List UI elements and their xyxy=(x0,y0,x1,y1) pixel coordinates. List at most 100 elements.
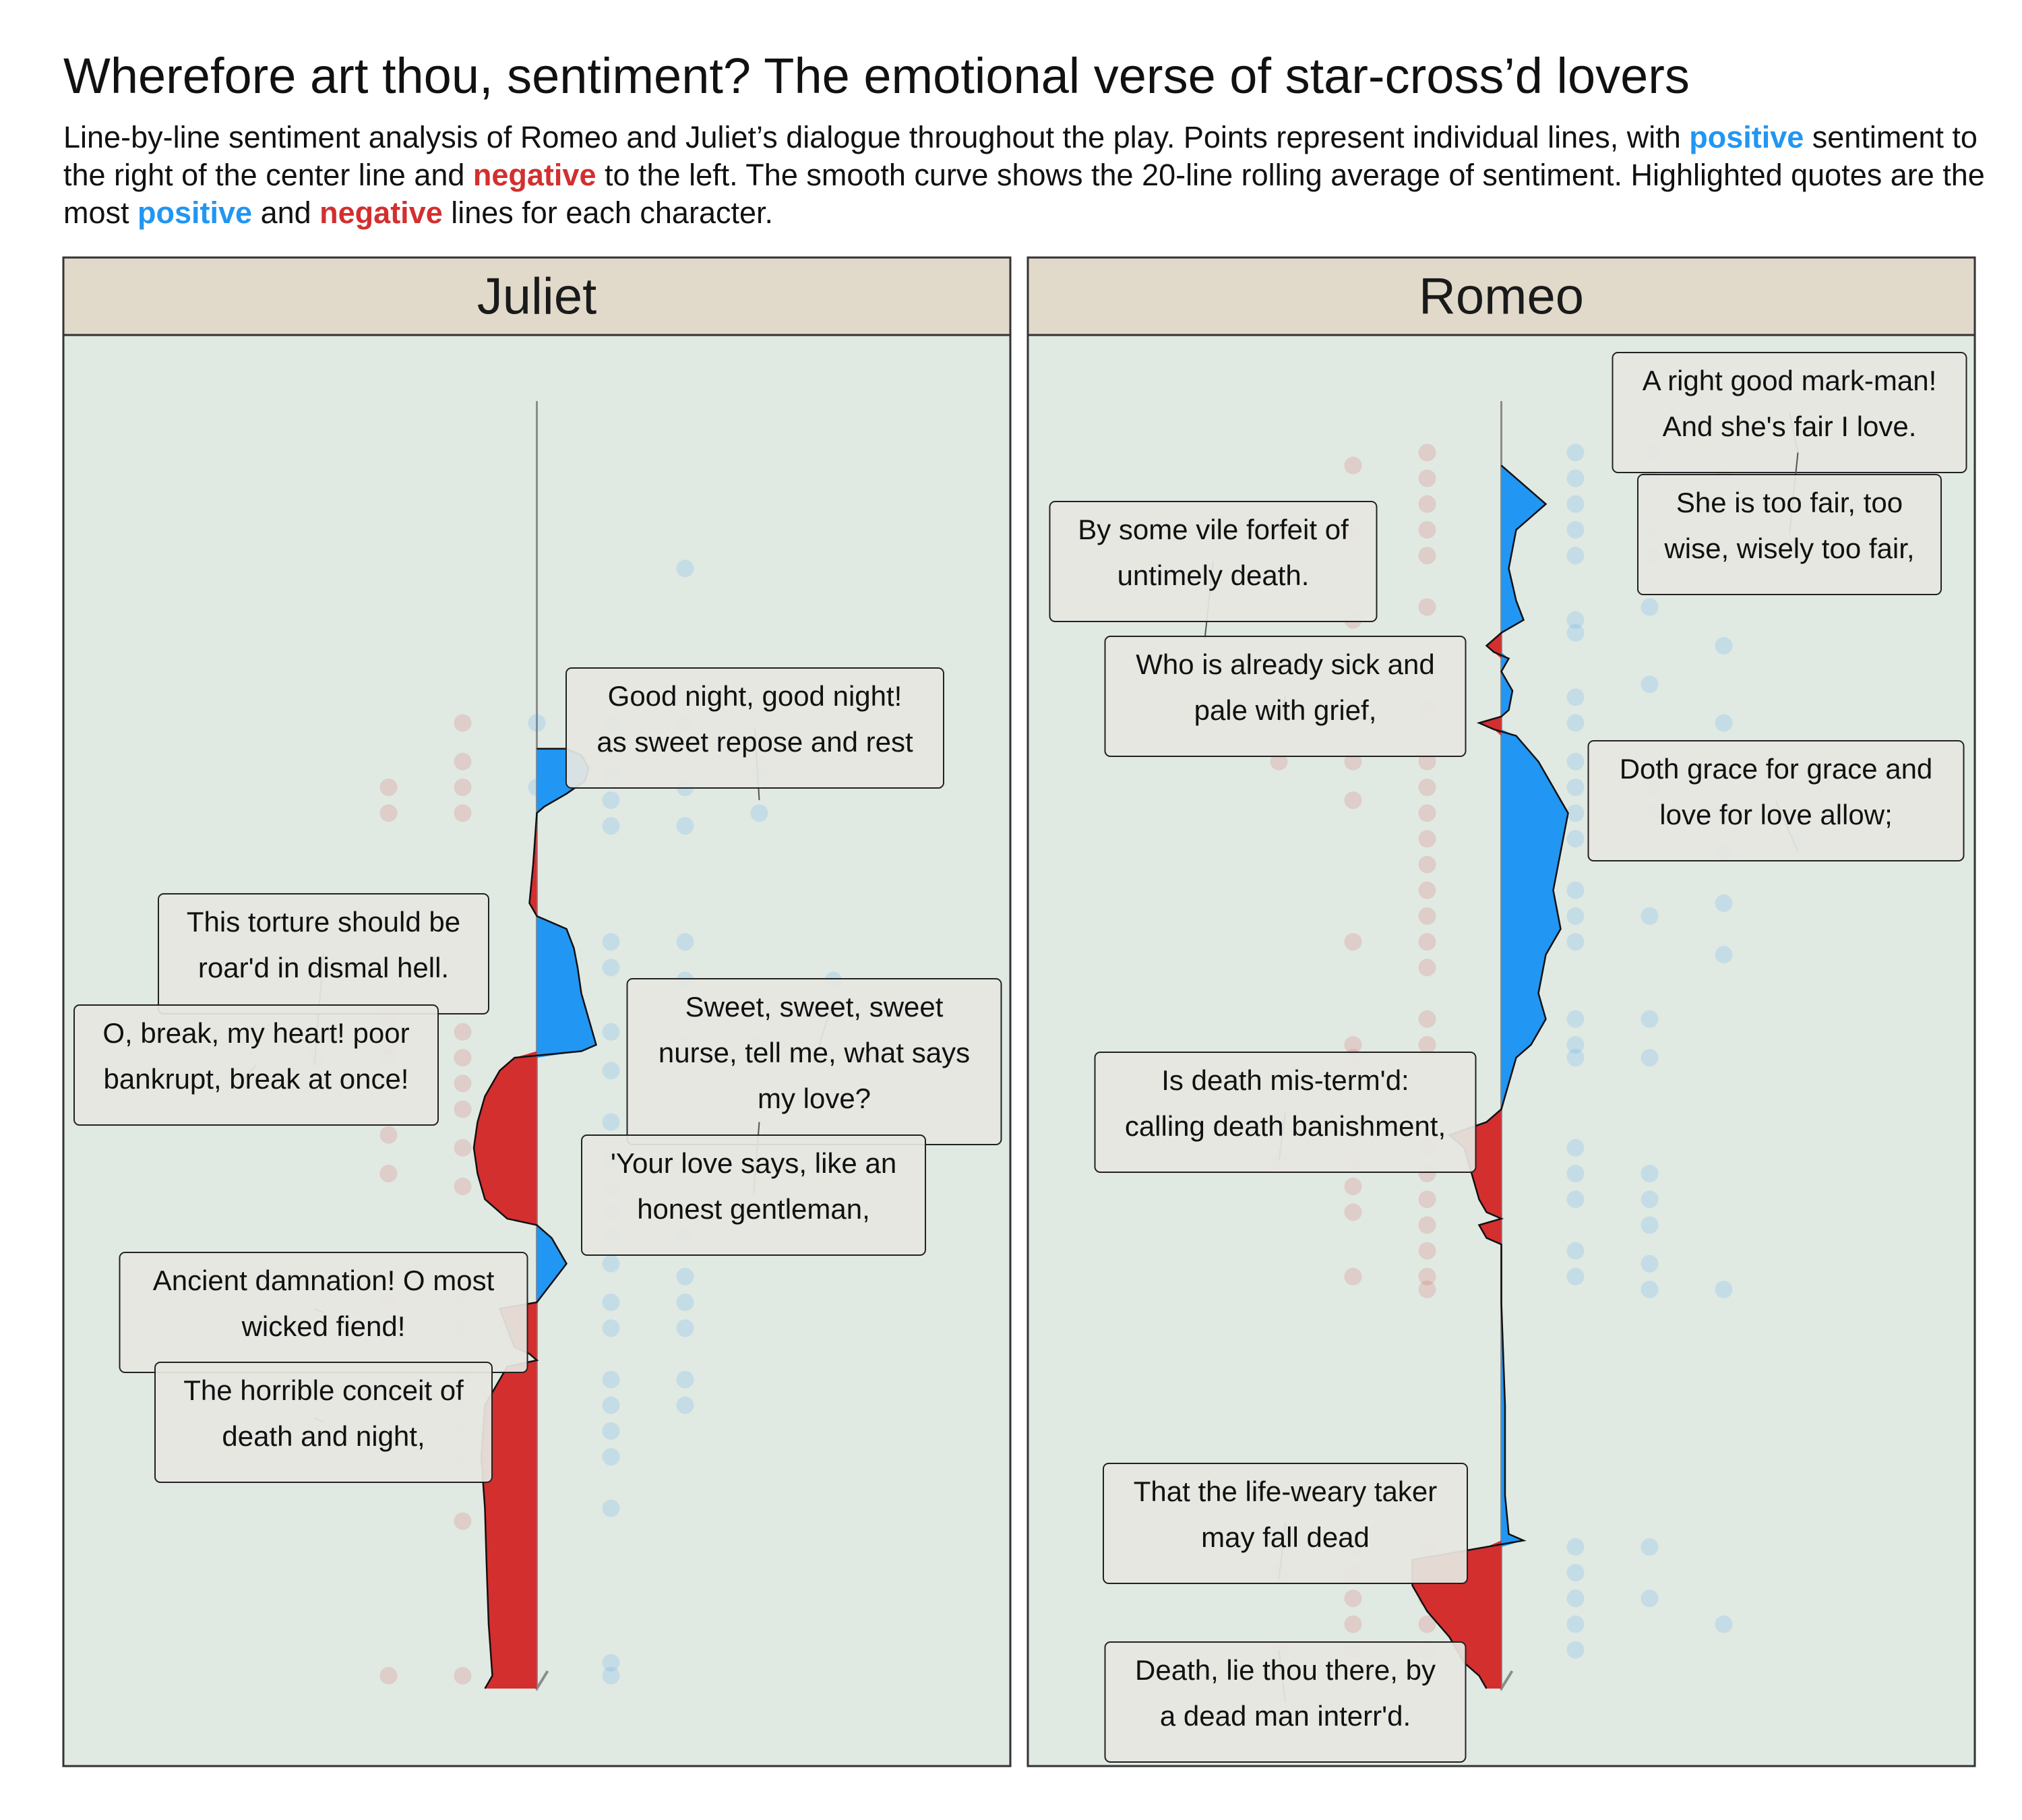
juliet-strip-label: Juliet xyxy=(477,268,596,326)
romeo-line-point xyxy=(1566,469,1585,487)
romeo-line-point xyxy=(1641,1254,1659,1273)
romeo-line-point xyxy=(1715,1615,1733,1633)
juliet-line-point xyxy=(379,804,398,822)
romeo-line-point xyxy=(1418,598,1436,616)
juliet-line-point xyxy=(454,752,472,770)
romeo-line-point xyxy=(1641,1280,1659,1298)
romeo-line-point xyxy=(1566,688,1585,706)
juliet-line-point xyxy=(379,1126,398,1144)
romeo-line-point xyxy=(1566,830,1585,848)
subtitle-part-3: to the left. The smooth curve shows the … xyxy=(63,158,1985,230)
romeo-line-point xyxy=(1344,1589,1362,1608)
romeo-line-point xyxy=(1344,1178,1362,1196)
juliet-line-point xyxy=(454,1074,472,1093)
juliet-line-point xyxy=(454,1139,472,1157)
romeo-line-point xyxy=(1418,547,1436,565)
romeo-line-point xyxy=(1418,830,1436,848)
juliet-line-point xyxy=(750,804,768,822)
romeo-line-point xyxy=(1566,611,1585,629)
romeo-line-point xyxy=(1566,444,1585,462)
romeo-quote-label-box xyxy=(1104,636,1467,757)
romeo-line-point xyxy=(1641,1049,1659,1067)
romeo-line-point xyxy=(1566,779,1585,796)
subtitle-positive-2: positive xyxy=(137,195,253,230)
subtitle-part-5: lines for each character. xyxy=(442,195,774,230)
juliet-line-point xyxy=(602,1062,620,1080)
juliet-line-point xyxy=(602,1254,620,1273)
romeo-quote-label-box xyxy=(1049,501,1378,622)
juliet-line-point xyxy=(379,1666,398,1685)
romeo-line-point xyxy=(1418,1242,1436,1260)
romeo-line-point xyxy=(1566,1139,1585,1157)
juliet-quote-text: death and night, xyxy=(222,1420,425,1452)
romeo-line-point xyxy=(1344,1267,1362,1285)
romeo-strip-label: Romeo xyxy=(1419,268,1584,326)
juliet-line-point xyxy=(602,1499,620,1517)
romeo-line-point xyxy=(1566,1267,1585,1285)
romeo-line-point xyxy=(1566,752,1585,770)
romeo-line-point xyxy=(1566,1242,1585,1260)
romeo-line-point xyxy=(1418,1036,1436,1054)
romeo-line-point xyxy=(1418,1216,1436,1234)
juliet-line-point xyxy=(676,1319,694,1337)
romeo-line-point xyxy=(1566,1036,1585,1054)
romeo-line-point xyxy=(1641,907,1659,925)
juliet-line-point xyxy=(454,1512,472,1530)
romeo-line-point xyxy=(1641,1589,1659,1608)
romeo-line-point xyxy=(1641,1165,1659,1182)
romeo-line-point xyxy=(1344,791,1362,810)
juliet-line-point xyxy=(602,817,620,835)
juliet-line-point xyxy=(454,1666,472,1685)
juliet-line-point xyxy=(602,959,620,977)
romeo-line-point xyxy=(1418,1280,1436,1298)
romeo-quote-text: a dead man interr'd. xyxy=(1160,1700,1411,1732)
romeo-strip xyxy=(1027,256,1976,336)
romeo-line-point xyxy=(1641,1010,1659,1028)
romeo-quote-label-box xyxy=(1104,1641,1467,1763)
romeo-line-point xyxy=(1641,1216,1659,1234)
romeo-line-point xyxy=(1566,1589,1585,1608)
juliet-quote-label-box xyxy=(154,1362,493,1483)
romeo-line-point xyxy=(1418,1190,1436,1209)
romeo-line-point xyxy=(1641,675,1659,694)
juliet-line-point xyxy=(379,779,398,796)
juliet-line-point xyxy=(454,1100,472,1118)
juliet-line-point xyxy=(602,933,620,951)
romeo-line-point xyxy=(1566,881,1585,899)
juliet-line-point xyxy=(602,1113,620,1131)
subtitle-negative: negative xyxy=(472,158,596,192)
romeo-line-point xyxy=(1641,598,1659,616)
romeo-line-point xyxy=(1418,521,1436,539)
subtitle-negative-2: negative xyxy=(319,195,443,230)
romeo-quote-text: wise, wisely too fair, xyxy=(1663,533,1914,564)
romeo-line-point xyxy=(1715,894,1733,912)
juliet-line-point xyxy=(379,1165,398,1182)
juliet-line-point xyxy=(676,1267,694,1285)
chart-title: Wherefore art thou, sentiment? The emoti… xyxy=(63,48,1690,104)
romeo-quote-text: Who is already sick and xyxy=(1136,648,1435,680)
juliet-line-point xyxy=(676,817,694,835)
juliet-line-point xyxy=(454,1049,472,1067)
juliet-line-point xyxy=(676,1396,694,1414)
romeo-line-point xyxy=(1566,624,1585,642)
subtitle-part-2: sentiment to the right of the center lin… xyxy=(63,120,1978,192)
juliet-line-point xyxy=(676,933,694,951)
juliet-line-point xyxy=(602,1448,620,1466)
romeo-line-point xyxy=(1715,946,1733,964)
juliet-line-point xyxy=(602,1023,620,1041)
juliet-line-point xyxy=(454,804,472,822)
juliet-quote-text: O, break, my heart! poor xyxy=(102,1017,409,1049)
romeo-line-point xyxy=(1418,469,1436,487)
subtitle-positive: positive xyxy=(1689,120,1804,154)
romeo-line-point xyxy=(1418,779,1436,796)
romeo-line-point xyxy=(1566,1165,1585,1182)
juliet-quote-text: as sweet repose and rest xyxy=(596,726,913,758)
juliet-quote-text: nurse, tell me, what says xyxy=(658,1037,970,1068)
romeo-line-point xyxy=(1344,1203,1362,1221)
romeo-quote-label-box xyxy=(1612,352,1967,473)
romeo-line-point xyxy=(1418,907,1436,925)
juliet-line-point xyxy=(454,779,472,796)
juliet-line-point xyxy=(454,714,472,732)
romeo-quote-text: may fall dead xyxy=(1201,1521,1370,1553)
